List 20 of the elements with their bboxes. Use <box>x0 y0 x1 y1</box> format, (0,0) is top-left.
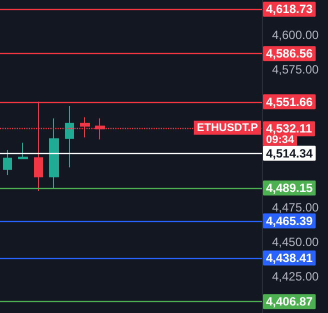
ref-line-label: 4,465.39 <box>266 214 314 228</box>
ref-line-label: 4,618.73 <box>266 2 314 16</box>
annotation: ETHUSDT.P <box>196 122 258 134</box>
y-tick-label: 4,600.00 <box>272 28 320 42</box>
text: 09:34 <box>266 134 296 146</box>
candlestick <box>3 150 12 176</box>
y-tick-label: 4,425.00 <box>272 270 320 284</box>
ref-line-label: 4,514.34 <box>266 146 314 160</box>
ref-line-label: 4,532.11 <box>266 122 312 136</box>
ref-line-label: 4,438.41 <box>266 251 314 266</box>
ref-line-label: 4,551.66 <box>266 94 314 109</box>
ref-line-label: 4,586.56 <box>266 46 314 61</box>
candlestick <box>18 142 28 160</box>
candlestick <box>65 105 74 168</box>
ref-line-label: 4,406.87 <box>266 294 314 309</box>
candlestick <box>49 118 59 189</box>
y-tick-label: 4,575.00 <box>272 62 320 77</box>
y-tick-label: 4,475.00 <box>272 200 320 215</box>
y-tick-label: 4,450.00 <box>272 235 320 250</box>
ref-line-label: 4,489.15 <box>266 181 314 196</box>
